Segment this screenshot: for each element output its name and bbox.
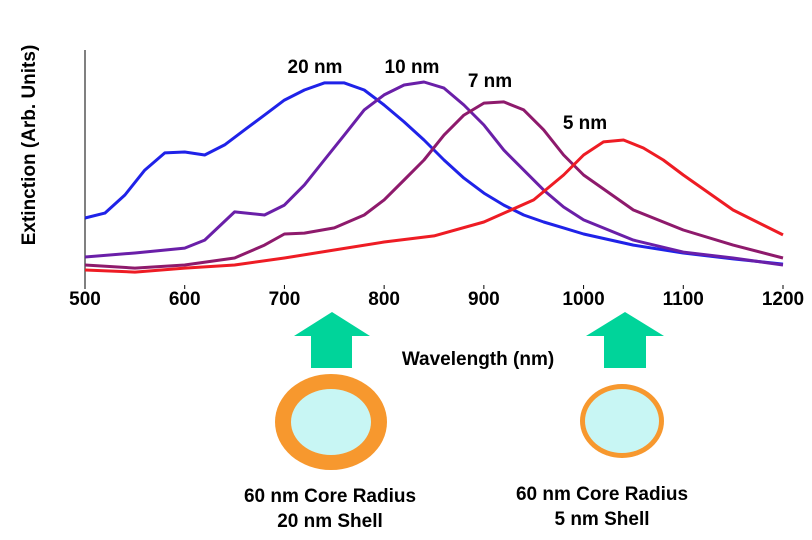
- x-tick-label: 800: [368, 289, 400, 310]
- x-tick-label: 1200: [762, 289, 804, 310]
- x-tick-label: 700: [269, 289, 301, 310]
- series-label: 20 nm: [288, 57, 343, 78]
- line: [85, 82, 783, 265]
- x-tick-label: 1100: [663, 289, 704, 310]
- series-label: 5 nm: [563, 113, 607, 134]
- annotation: 20 nm Shell: [277, 511, 383, 532]
- particle: [275, 374, 664, 470]
- line: [85, 102, 783, 268]
- series-label: 10 nm: [385, 57, 440, 78]
- chart: Wavelength (nm) Extinction (Arb. Units) …: [0, 0, 812, 540]
- x-tick-label: 900: [468, 289, 500, 310]
- annotation: 60 nm Core Radius: [244, 486, 416, 507]
- x-axis-label: Wavelength (nm): [402, 349, 554, 370]
- series-label: 7 nm: [468, 71, 512, 92]
- y-axis-label: Extinction (Arb. Units): [19, 45, 40, 246]
- x-tick-label: 500: [69, 289, 101, 310]
- x-tick-label: 600: [169, 289, 201, 310]
- x-tick-label: 1000: [562, 289, 604, 310]
- annotation: 5 nm Shell: [554, 509, 649, 530]
- annotation: 60 nm Core Radius: [516, 484, 688, 505]
